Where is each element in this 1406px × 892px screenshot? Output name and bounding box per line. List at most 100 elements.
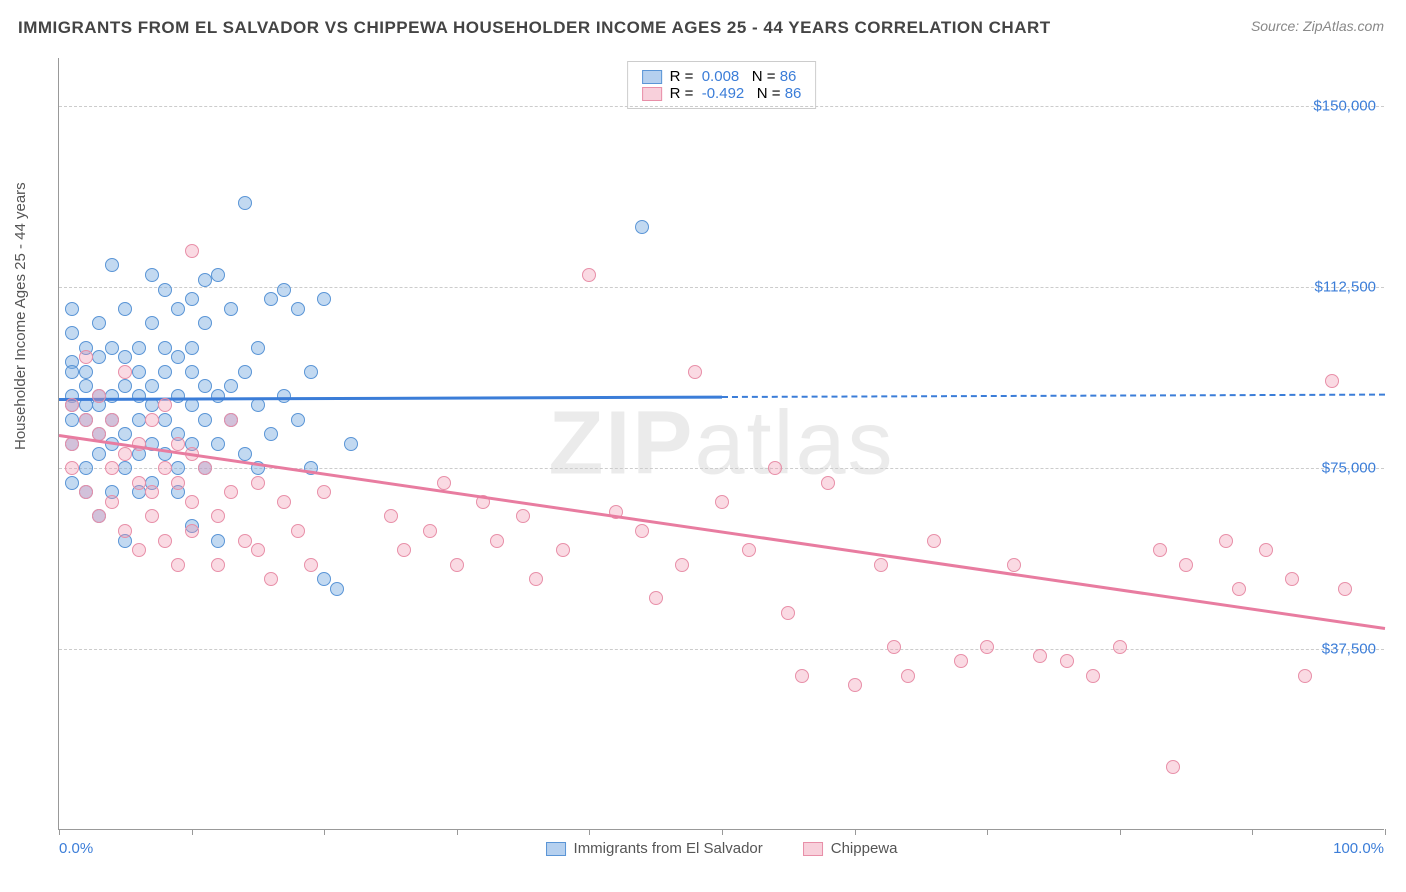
legend-stats-text: R = -0.492 N = 86 [670, 85, 802, 102]
xtick [589, 829, 590, 835]
scatter-point [171, 389, 185, 403]
scatter-point [1298, 669, 1312, 683]
scatter-point [887, 640, 901, 654]
scatter-point [132, 389, 146, 403]
scatter-point [251, 341, 265, 355]
scatter-point [105, 341, 119, 355]
trend-line-dashed [722, 393, 1385, 397]
scatter-point [158, 341, 172, 355]
chart-source: Source: ZipAtlas.com [1251, 18, 1384, 34]
scatter-point [211, 558, 225, 572]
scatter-point [145, 485, 159, 499]
scatter-point [264, 427, 278, 441]
legend-series-item: Chippewa [803, 840, 898, 857]
scatter-point [582, 268, 596, 282]
scatter-point [185, 495, 199, 509]
scatter-point [304, 365, 318, 379]
scatter-point [874, 558, 888, 572]
scatter-point [675, 558, 689, 572]
xlabel-right: 100.0% [1333, 840, 1384, 857]
legend-series-label: Immigrants from El Salvador [574, 840, 763, 857]
scatter-point [1338, 582, 1352, 596]
xtick [1252, 829, 1253, 835]
scatter-point [145, 398, 159, 412]
scatter-point [688, 365, 702, 379]
scatter-point [171, 461, 185, 475]
scatter-point [211, 389, 225, 403]
scatter-point [65, 326, 79, 340]
scatter-point [224, 413, 238, 427]
scatter-point [224, 302, 238, 316]
scatter-point [1219, 534, 1233, 548]
scatter-point [79, 485, 93, 499]
xtick [192, 829, 193, 835]
scatter-point [79, 379, 93, 393]
scatter-point [848, 678, 862, 692]
scatter-point [211, 534, 225, 548]
legend-stats-row: R = 0.008 N = 86 [642, 68, 802, 85]
scatter-point [118, 379, 132, 393]
swatch-pink-icon [642, 87, 662, 101]
scatter-point [65, 476, 79, 490]
swatch-blue-icon [642, 70, 662, 84]
scatter-point [198, 316, 212, 330]
scatter-point [1232, 582, 1246, 596]
scatter-point [185, 524, 199, 538]
scatter-point [158, 461, 172, 475]
scatter-point [79, 365, 93, 379]
scatter-point [635, 220, 649, 234]
legend-series: Immigrants from El Salvador Chippewa [546, 840, 898, 857]
ytick-label: $37,500 [1322, 641, 1376, 658]
scatter-point [132, 341, 146, 355]
scatter-point [132, 543, 146, 557]
legend-stats-text: R = 0.008 N = 86 [670, 68, 797, 85]
scatter-point [238, 365, 252, 379]
scatter-point [171, 476, 185, 490]
scatter-point [1153, 543, 1167, 557]
scatter-point [171, 437, 185, 451]
scatter-point [516, 509, 530, 523]
scatter-point [145, 316, 159, 330]
scatter-point [118, 350, 132, 364]
scatter-point [251, 398, 265, 412]
scatter-point [1325, 374, 1339, 388]
scatter-point [490, 534, 504, 548]
scatter-point [105, 389, 119, 403]
scatter-point [158, 365, 172, 379]
scatter-point [158, 413, 172, 427]
scatter-point [185, 398, 199, 412]
scatter-point [224, 379, 238, 393]
watermark: ZIPatlas [548, 392, 894, 495]
scatter-point [105, 461, 119, 475]
scatter-point [158, 398, 172, 412]
scatter-point [65, 302, 79, 316]
legend-series-label: Chippewa [831, 840, 898, 857]
scatter-point [92, 509, 106, 523]
scatter-point [145, 268, 159, 282]
gridline [59, 649, 1384, 650]
scatter-point [556, 543, 570, 557]
scatter-point [437, 476, 451, 490]
scatter-point [105, 413, 119, 427]
scatter-point [1033, 649, 1047, 663]
scatter-point [277, 495, 291, 509]
scatter-point [132, 365, 146, 379]
scatter-point [927, 534, 941, 548]
scatter-point [79, 413, 93, 427]
scatter-point [185, 341, 199, 355]
scatter-point [795, 669, 809, 683]
scatter-point [317, 572, 331, 586]
swatch-blue-icon [546, 842, 566, 856]
scatter-point [649, 591, 663, 605]
scatter-point [317, 292, 331, 306]
scatter-point [635, 524, 649, 538]
scatter-point [529, 572, 543, 586]
scatter-point [384, 509, 398, 523]
scatter-point [1060, 654, 1074, 668]
scatter-point [1259, 543, 1273, 557]
scatter-point [1166, 760, 1180, 774]
ytick-label: $150,000 [1313, 98, 1376, 115]
scatter-point [118, 365, 132, 379]
scatter-point [291, 524, 305, 538]
legend-series-item: Immigrants from El Salvador [546, 840, 763, 857]
